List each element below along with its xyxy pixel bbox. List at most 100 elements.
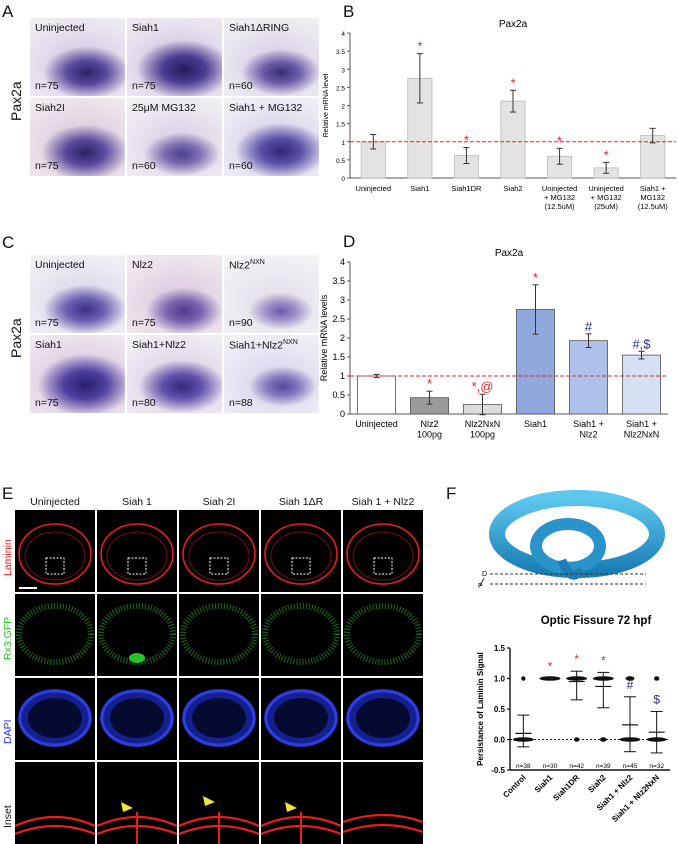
panel-e-micrograph-shape [262, 603, 340, 665]
y-tick-label: 1.5 [336, 122, 345, 129]
panel-e-micrograph-shape [16, 603, 94, 665]
x-category-label-line: Siah1 [524, 419, 547, 429]
panel-e-micrograph-shape [15, 815, 95, 828]
panel-e-dapi-tile [343, 678, 423, 760]
panel-c-tile-n: n=80 [132, 397, 156, 409]
y-tick-label: -0.5 [491, 766, 505, 775]
panel-e-laminin-tile [15, 510, 95, 592]
panel-e-micrograph-shape [373, 557, 393, 575]
x-category-label-line: (12.5uM) [638, 202, 669, 211]
n-label: n=32 [649, 763, 664, 770]
x-category-label: Uninjected + MG132 (25uM) [588, 184, 623, 211]
panel-b-letter: B [343, 2, 355, 21]
panel-e-micrograph-shape [129, 653, 145, 663]
panel-c-tile-n: n=75 [35, 317, 59, 329]
x-category-label: Siah1 + Nlz2NxN [610, 773, 661, 824]
data-point-cluster [573, 737, 580, 742]
n-label: n=42 [569, 763, 584, 770]
panel-e-micrograph-shape [203, 796, 215, 806]
panel-e-micrograph-shape [100, 689, 174, 747]
panel-c-embryo-tile: Siah1+Nlz2 n=80 [127, 335, 222, 413]
panel-a-tile-label: 25μM MG132 [132, 102, 196, 114]
significance-mark: *,@ [472, 379, 494, 394]
panel-a-embryo-tile: Uninjected n=75 [30, 18, 125, 96]
panel-e-rx3-gfp-tile [343, 594, 423, 676]
panel-e-micrograph-shape [18, 523, 92, 585]
panel-a-tile-n: n=75 [35, 160, 59, 172]
x-category-label-line: Siah1DR [451, 184, 482, 193]
panel-d-letter: D [343, 232, 356, 251]
panel-a-embryo-tile: Siah2I n=75 [30, 98, 125, 176]
significance-mark: # [585, 319, 593, 334]
panel-e-column-label: Siah 1 + Nlz2 [351, 496, 415, 508]
x-category-label-line: Uninjected [355, 419, 398, 429]
panel-e-laminin-tile [179, 510, 259, 592]
panel-d-bar-chart: Pax2a Relative mRNA levels 0 0.5 1 1.5 2 2.5 3 3.… [319, 248, 668, 440]
n-label: n=45 [623, 763, 638, 770]
data-point-cluster [625, 676, 635, 681]
panel-e-column-label: Siah 2I [202, 496, 236, 508]
panel-e-micrograph-shape [261, 802, 341, 844]
x-category-label-line: Siah1 + [640, 184, 666, 193]
x-category-label-line: 100pg [470, 430, 495, 440]
diagram-label-p: P [478, 583, 483, 590]
panel-e-micrograph-shape [346, 523, 420, 585]
y-tick-label: 3 [340, 295, 345, 305]
panel-e-micrograph-shape [264, 689, 338, 747]
data-point-cluster [653, 676, 660, 681]
panel-e-micrograph-shape [98, 603, 176, 665]
x-category-label: Uninjected + MG132 (12.5uM) [542, 184, 577, 211]
y-tick-label: 3 [341, 67, 345, 74]
panel-e-row-label: DAPI [2, 719, 14, 744]
significance-mark: * [510, 75, 515, 90]
panel-e-dapi-tile [15, 678, 95, 760]
panel-f-letter: F [446, 484, 457, 503]
panel-e-inset-tile [261, 762, 341, 844]
panel-c-tile-label: Nlz2NXN [229, 259, 265, 272]
panel-c-tile-n: n=88 [229, 397, 253, 409]
x-category-label-line: Nlz2 [420, 419, 438, 429]
y-tick-label: 0.5 [332, 390, 345, 400]
panel-c-tile-label: Siah1+Nlz2NXN [229, 339, 298, 352]
panel-e-micrograph-shape [110, 698, 164, 738]
diagram-axis-arrow [479, 577, 485, 587]
significance-mark: * [427, 376, 432, 391]
panel-e-micrograph-shape [18, 689, 92, 747]
panel-c-tile-label: Nlz2 [132, 259, 154, 271]
y-tick-label: 3.5 [336, 49, 345, 56]
x-category-label: Siah1 [410, 184, 429, 193]
panel-a-tile-label: Siah1 + MG132 [229, 102, 303, 114]
scale-bar [19, 587, 37, 589]
panel-e-micrograph-shape [28, 698, 82, 738]
x-category-label: Uninjected [355, 419, 398, 429]
bar [407, 77, 433, 179]
x-category-label: Nlz2NxN 100pg [465, 419, 501, 440]
x-category-label: Siah1DR [451, 184, 482, 193]
panel-e-micrograph-shape [264, 523, 338, 585]
panel-c-tile-n: n=75 [35, 397, 59, 409]
y-axis-label: Persistance of Laminin Signal [476, 652, 485, 766]
y-tick-label: 0 [340, 409, 345, 419]
panel-e-micrograph-shape [180, 603, 258, 665]
optic-cup-diagram: D P [478, 490, 665, 590]
x-category-label-line: Siah1 + [573, 419, 604, 429]
panel-e-micrograph-shape [343, 823, 423, 834]
panel-a-embryo-tile: Siah1 n=75 [127, 18, 222, 96]
data-point-cluster [600, 737, 607, 742]
significance-mark: * [548, 660, 553, 674]
panel-e-inset-tile [15, 762, 95, 844]
panel-c-tile-label: Siah1 [35, 339, 62, 351]
panel-e-micrograph-shape [274, 698, 328, 738]
significance-mark: #,$ [632, 336, 651, 351]
panel-a-embryo-tile: Siah1ΔRING n=60 [224, 18, 319, 96]
x-category-label: Siah1 [533, 773, 555, 795]
x-category-label: Siah2 [586, 773, 608, 795]
x-category-label: Control [501, 773, 527, 799]
panel-a-tile-label: Siah1ΔRING [229, 22, 290, 34]
data-point-cluster [521, 676, 526, 681]
significance-mark: * [604, 147, 609, 162]
y-tick-label: 1.5 [494, 644, 506, 653]
y-tick-label: 0 [341, 176, 345, 183]
panel-e-inset-tile [97, 762, 177, 844]
x-category-label: Siah1 + MG132 (12.5uM) [638, 184, 669, 211]
